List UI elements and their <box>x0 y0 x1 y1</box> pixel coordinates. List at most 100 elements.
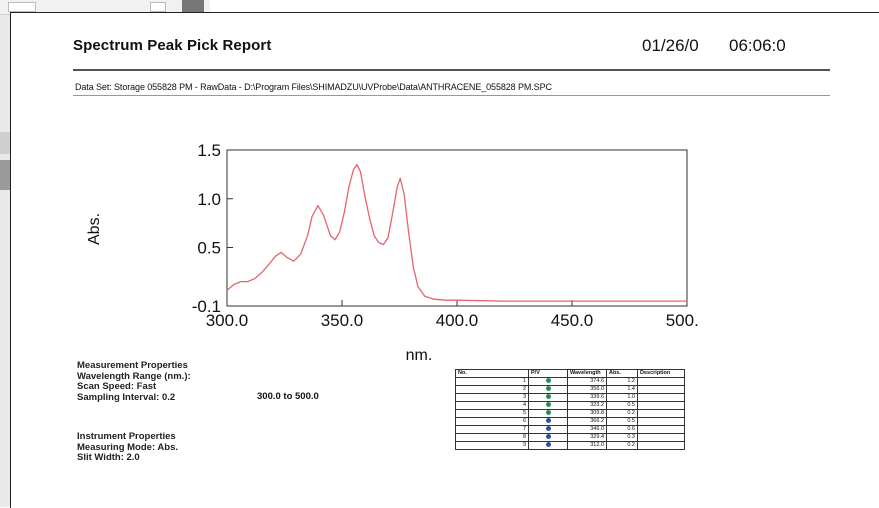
peak-table-header-row: No. P/V Wavelength Abs. Description <box>455 369 685 378</box>
cell-pv <box>528 377 568 386</box>
background-field <box>150 2 166 12</box>
cell-description <box>637 433 685 442</box>
x-axis-label: nm. <box>406 347 433 363</box>
sampling-interval: Sampling Interval: 0.2 <box>77 391 176 403</box>
cell-wavelength: 366.2 <box>567 417 607 426</box>
cell-pv <box>528 401 568 410</box>
report-time: 06:06:0 <box>729 36 786 55</box>
cell-no: 8 <box>455 433 529 442</box>
cell-abs: 0.6 <box>606 425 638 434</box>
cell-pv <box>528 433 568 442</box>
peak-marker-icon <box>545 378 551 384</box>
cell-pv <box>528 417 568 426</box>
peak-marker-icon <box>545 402 551 408</box>
scan-speed: Scan Speed: Fast <box>77 381 157 392</box>
table-row: 3 339.6 1.0 <box>455 393 685 402</box>
cell-pv <box>528 409 568 418</box>
x-tick-label: 400.0 <box>436 311 479 330</box>
wavelength-range-label: Wavelength Range (nm.): <box>77 370 191 382</box>
measurement-properties: Measurement Properties Wavelength Range … <box>77 360 191 403</box>
dataset-rule <box>73 95 830 96</box>
cell-abs: 1.2 <box>606 377 638 386</box>
x-tick-label: 450.0 <box>551 311 594 330</box>
instrument-heading: Instrument Properties <box>77 431 176 442</box>
background-scrollbar <box>182 0 204 12</box>
dataset-path: Data Set: Storage 055828 PM - RawData - … <box>75 82 552 92</box>
cell-description <box>637 377 685 386</box>
measuring-mode: Measuring Mode: Abs. <box>77 441 178 453</box>
cell-wavelength: 309.8 <box>567 409 607 418</box>
wavelength-range-value: 300.0 to 500.0 <box>257 391 319 402</box>
cell-description <box>637 409 685 418</box>
report-date: 01/26/0 <box>642 36 699 55</box>
cell-pv <box>528 393 568 402</box>
y-tick-label: 1.5 <box>197 141 221 160</box>
cell-no: 7 <box>455 425 529 434</box>
cell-no: 4 <box>455 401 529 410</box>
plot-frame <box>226 149 688 307</box>
y-tick-label: 0.5 <box>197 239 221 258</box>
report-title: Spectrum Peak Pick Report <box>73 37 272 54</box>
cell-description <box>637 385 685 394</box>
header-description: Description <box>637 369 685 378</box>
cell-no: 6 <box>455 417 529 426</box>
background-fragment <box>0 160 10 190</box>
instrument-properties: Instrument Properties Measuring Mode: Ab… <box>77 431 178 464</box>
table-row: 2 356.0 1.4 <box>455 385 685 394</box>
background-fragment <box>0 132 10 154</box>
table-row: 1 374.6 1.2 <box>455 377 685 386</box>
cell-abs: 0.3 <box>606 433 638 442</box>
background-window-edge <box>0 0 10 507</box>
table-row: 7 346.0 0.6 <box>455 425 685 434</box>
x-tick-label: 500.0 <box>666 311 699 330</box>
report-page: Spectrum Peak Pick Report 01/26/0 06:06:… <box>10 12 879 508</box>
y-axis-label: Abs. <box>86 213 103 245</box>
cell-wavelength: 374.6 <box>567 377 607 386</box>
cell-pv <box>528 441 568 450</box>
cell-abs: 0.2 <box>606 409 638 418</box>
cell-no: 5 <box>455 409 529 418</box>
measurement-heading: Measurement Properties <box>77 360 188 371</box>
cell-description <box>637 417 685 426</box>
cell-wavelength: 356.0 <box>567 385 607 394</box>
cell-no: 1 <box>455 377 529 386</box>
cell-wavelength: 323.2 <box>567 401 607 410</box>
cell-abs: 1.4 <box>606 385 638 394</box>
table-row: 5 309.8 0.2 <box>455 409 685 418</box>
cell-pv <box>528 425 568 434</box>
peak-marker-icon <box>545 394 551 400</box>
cell-abs: 0.2 <box>606 441 638 450</box>
cell-abs: 0.5 <box>606 417 638 426</box>
y-tick-label: 1.0 <box>197 190 221 209</box>
cell-description <box>637 425 685 434</box>
cell-description <box>637 441 685 450</box>
header-abs: Abs. <box>606 369 638 378</box>
peak-marker-icon <box>545 386 551 392</box>
x-tick-label: 300.0 <box>206 311 249 330</box>
valley-marker-icon <box>545 426 551 432</box>
peak-table: No. P/V Wavelength Abs. Description 1 374… <box>455 369 685 450</box>
x-tick-label: 350.0 <box>321 311 364 330</box>
header-pv: P/V <box>528 369 568 378</box>
spectrum-chart: Abs. nm. 1.5 1.0 0.5 -0.1 300.0 350.0 400.0 450… <box>79 133 699 363</box>
peak-marker-icon <box>545 410 551 416</box>
table-row: 4 323.2 0.5 <box>455 401 685 410</box>
table-row: 8 329.4 0.3 <box>455 433 685 442</box>
cell-description <box>637 393 685 402</box>
valley-marker-icon <box>545 418 551 424</box>
background-field <box>8 2 36 12</box>
header-rule <box>73 69 830 71</box>
spectrum-line <box>226 163 687 302</box>
table-row: 9 312.0 0.2 <box>455 441 685 450</box>
valley-marker-icon <box>545 434 551 440</box>
header-no: No. <box>455 369 529 378</box>
header-wavelength: Wavelength <box>567 369 607 378</box>
y-tick-label: -0.1 <box>192 297 221 316</box>
slit-width: Slit Width: 2.0 <box>77 452 140 463</box>
table-row: 6 366.2 0.5 <box>455 417 685 426</box>
cell-pv <box>528 385 568 394</box>
cell-wavelength: 329.4 <box>567 433 607 442</box>
cell-wavelength: 339.6 <box>567 393 607 402</box>
cell-no: 3 <box>455 393 529 402</box>
